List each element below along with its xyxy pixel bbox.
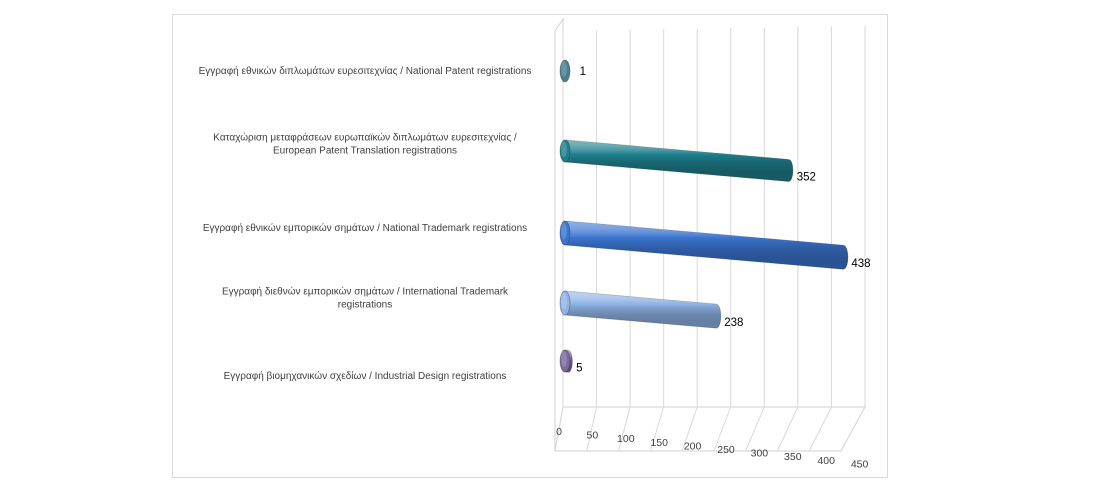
floor-gridline [713, 406, 732, 452]
floor-gridline [808, 406, 832, 452]
bar-chart: Εγγραφή εθνικών διπλωμάτων ευρεσιτεχνίας… [199, 17, 871, 470]
category-label: Εγγραφή εθνικών διπλωμάτων ευρεσιτεχνίας… [199, 65, 532, 77]
bar-cap-highlight [561, 61, 567, 77]
bar-cap [559, 220, 571, 246]
bars [559, 59, 849, 373]
floor-gridline [586, 406, 598, 452]
data-label: 238 [724, 317, 743, 329]
bar [559, 290, 722, 329]
category-label: Εγγραφή βιομηχανικών σχεδίων / Industria… [224, 370, 507, 382]
bar [559, 59, 571, 83]
floor-gridline [681, 406, 698, 452]
category-label: Εγγραφή διεθνών εμπορικών σημάτων / Inte… [222, 286, 509, 311]
tick-labels: 0 50 100 150 200 250 300 350 400 450 [556, 426, 868, 470]
bar-cap-highlight [561, 351, 567, 367]
tick-label: 50 [587, 430, 599, 442]
bar-shading [565, 221, 848, 270]
floor-gridline [618, 406, 631, 452]
tick-label: 150 [650, 437, 668, 449]
bar [559, 220, 849, 270]
data-label: 1 [580, 66, 586, 78]
tick-label: 200 [684, 440, 702, 452]
tick-label: 350 [784, 451, 802, 463]
tick-label: 300 [751, 448, 769, 460]
category-label: Εγγραφή εθνικών εμπορικών σημάτων / Nati… [203, 222, 527, 234]
tick-label: 250 [717, 444, 735, 456]
bar-cap [559, 59, 571, 83]
floor-gridline [840, 406, 866, 452]
bar-shading [565, 291, 721, 329]
bar-cap-highlight [561, 292, 567, 310]
floor-gridline [745, 406, 765, 452]
bar-shading [565, 140, 793, 182]
tick-label: 450 [851, 458, 869, 470]
bar-cap-highlight [561, 141, 567, 157]
bar-cap [559, 290, 571, 316]
data-labels: 1 352 438 238 5 [576, 66, 870, 374]
tick-label: 100 [617, 433, 635, 445]
category-labels: Εγγραφή εθνικών διπλωμάτων ευρεσιτεχνίας… [199, 65, 532, 382]
tick-label: 400 [817, 455, 835, 467]
bar [559, 349, 573, 373]
category-label: Καταχώριση μεταφράσεων ευρωπαϊκών διπλωμ… [213, 132, 517, 157]
data-label: 438 [851, 258, 870, 270]
chart-area: Εγγραφή εθνικών διπλωμάτων ευρεσιτεχνίας… [172, 14, 888, 478]
floor [554, 406, 866, 452]
data-label: 5 [576, 362, 582, 374]
bar-cap [559, 349, 571, 373]
floor-gridline [649, 406, 665, 452]
data-label: 352 [797, 171, 816, 183]
bar-cap-highlight [561, 222, 567, 240]
tick-label: 0 [556, 426, 562, 438]
gridlines [554, 25, 866, 452]
floor-gridline [776, 406, 799, 452]
floor-gridline [554, 406, 564, 452]
bar-cap [559, 139, 571, 163]
bar [559, 139, 794, 182]
